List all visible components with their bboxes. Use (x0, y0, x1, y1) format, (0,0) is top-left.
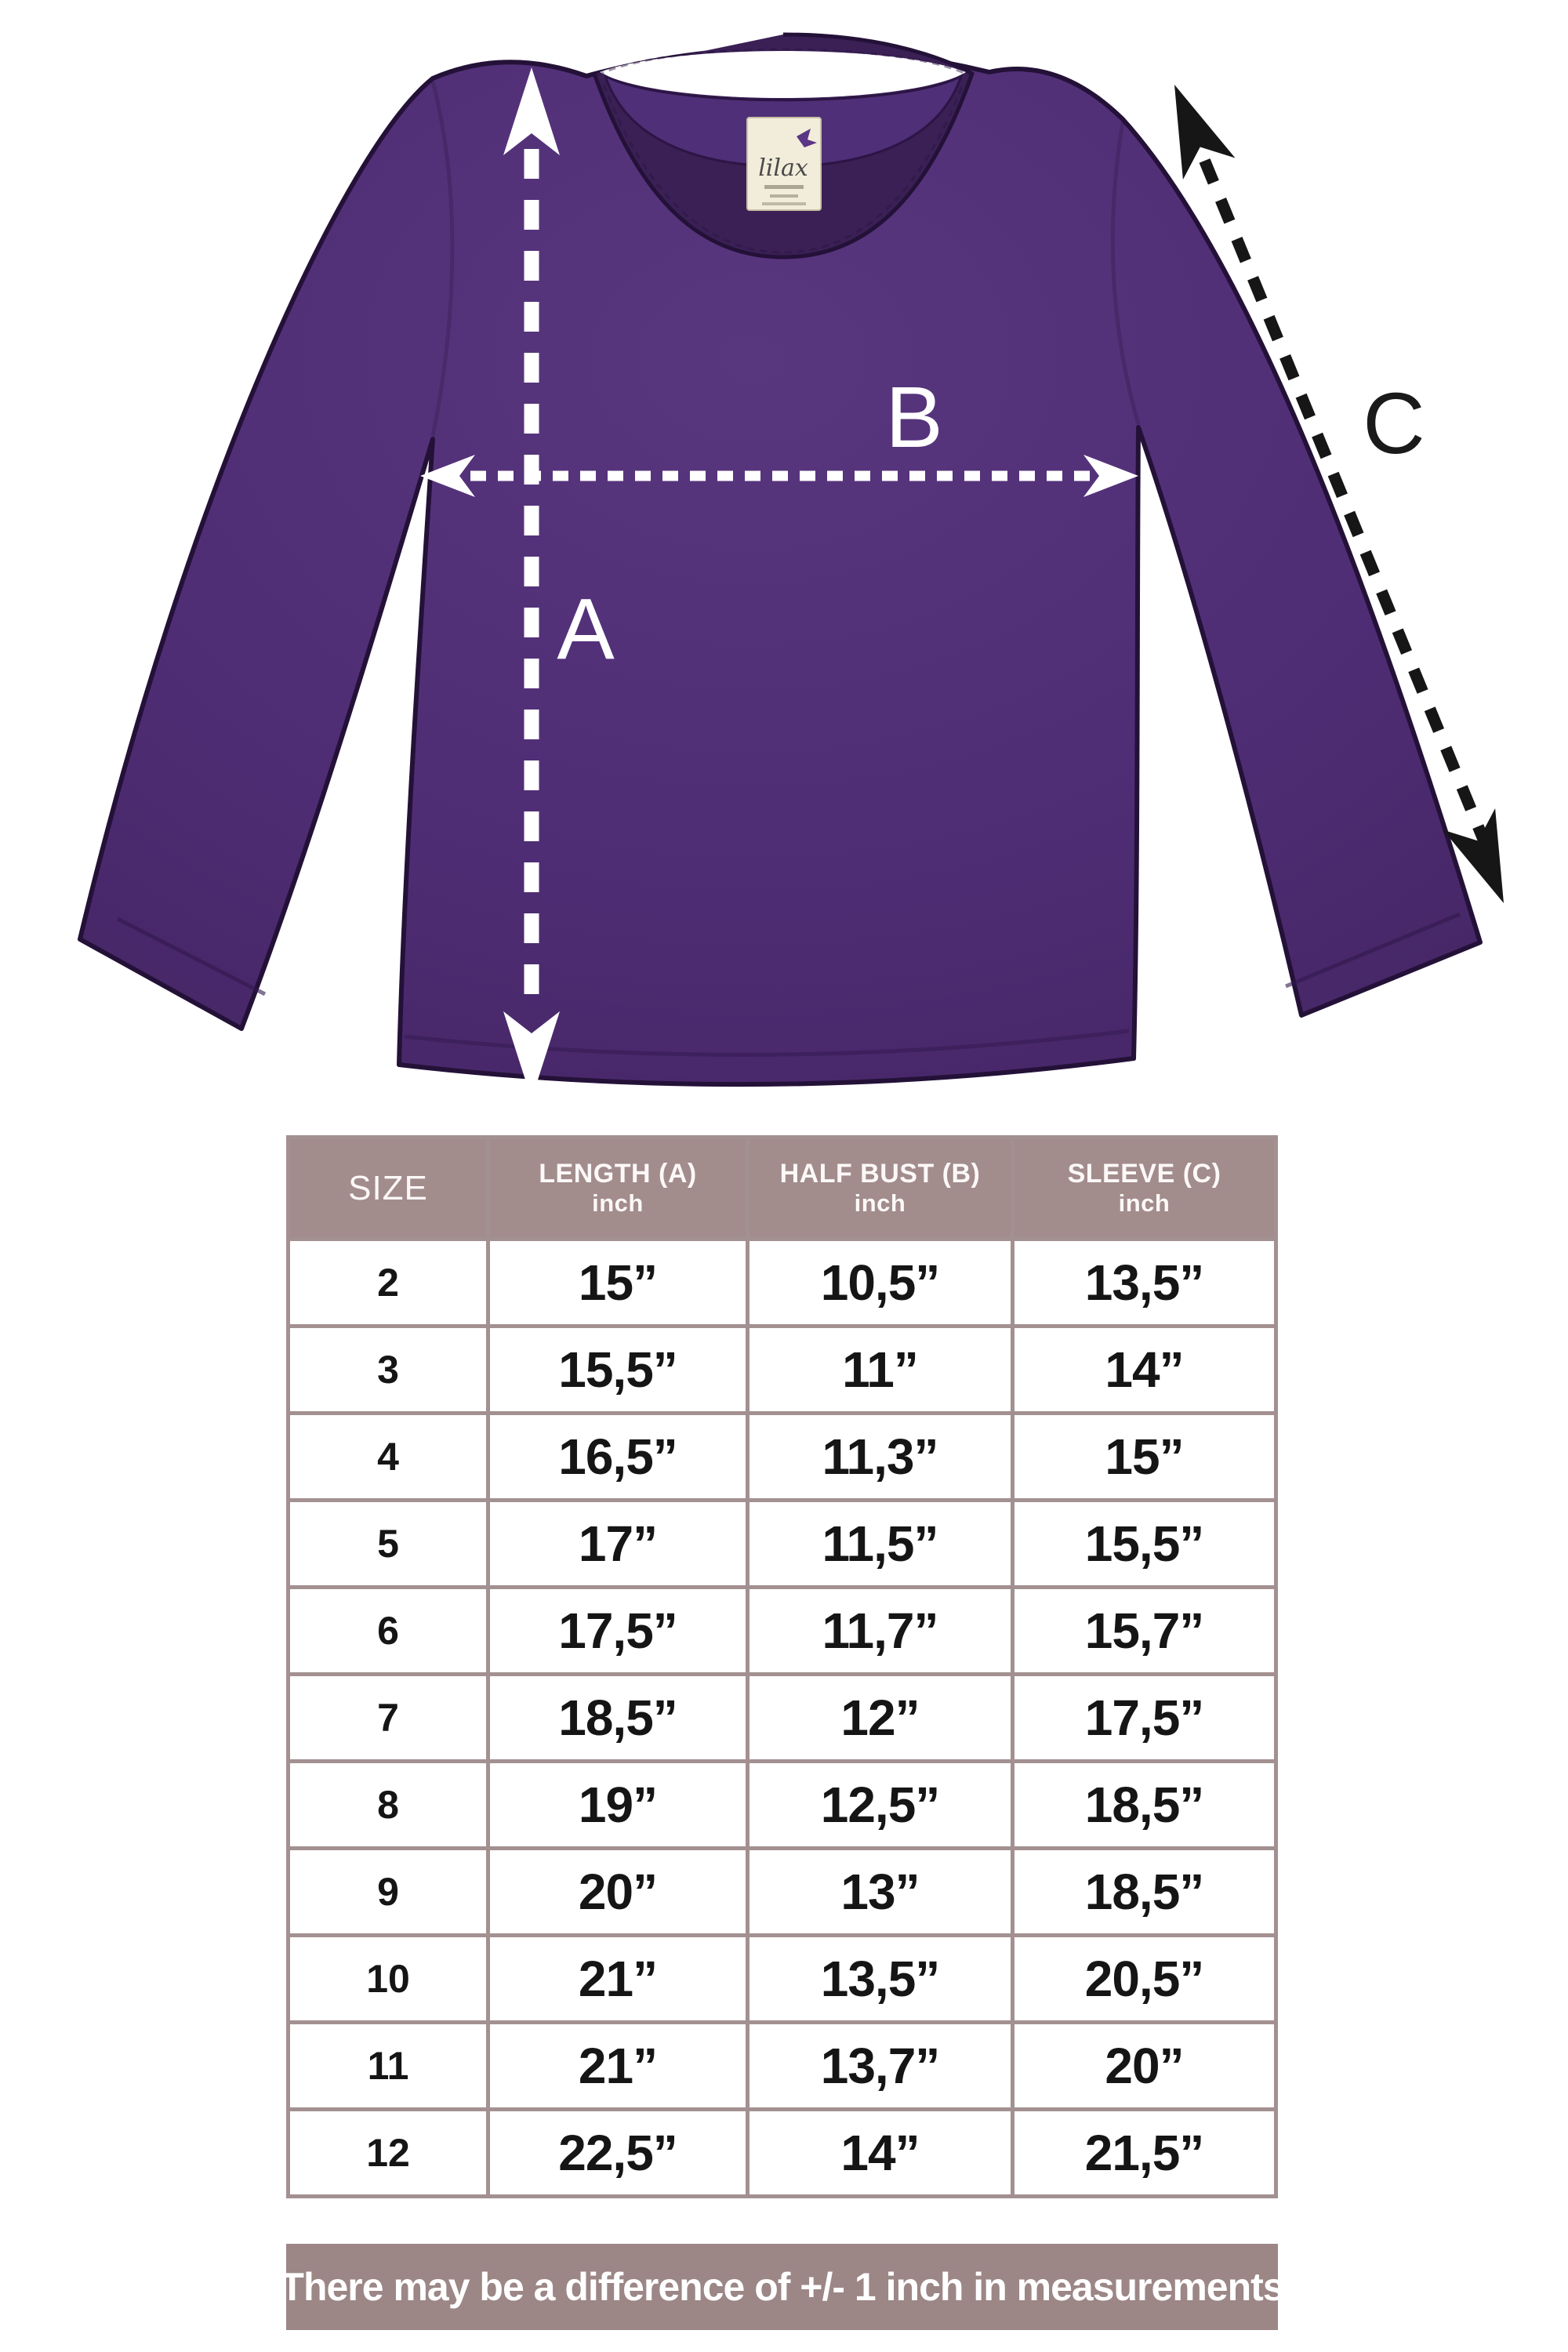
half-bust-cell: 11,3” (750, 1415, 1011, 1498)
brand-bird-icon (797, 129, 817, 147)
size-cell: 12 (290, 2111, 486, 2194)
neck-gap (600, 51, 966, 98)
sleeve-cell: 15,5” (1014, 1502, 1274, 1585)
sleeve-cell: 13,5” (1014, 1241, 1274, 1324)
size-cell: 2 (290, 1241, 486, 1324)
shirt-diagram: lilax A B (0, 0, 1568, 1137)
column-header-size: SIZE (290, 1139, 486, 1237)
arrowhead-right-icon (1083, 455, 1138, 497)
arrowhead-downright-icon (1443, 808, 1504, 903)
brand-tag: lilax (746, 117, 822, 211)
half-bust-cell: 11,7” (750, 1589, 1011, 1672)
size-cell: 4 (290, 1415, 486, 1498)
length-arrow (503, 67, 560, 1099)
half-bust-cell: 13” (750, 1850, 1011, 1933)
left-cuff-seam (116, 916, 267, 996)
half-bust-cell: 14” (750, 2111, 1011, 2194)
arrowhead-down-icon (503, 1011, 560, 1099)
length-cell: 17,5” (490, 1589, 746, 1672)
half-bust-arrow (420, 455, 1138, 497)
right-armhole-seam (1110, 122, 1141, 425)
collar-stitching (602, 84, 964, 254)
length-cell: 18,5” (490, 1676, 746, 1759)
sleeve-cell: 15,7” (1014, 1589, 1274, 1672)
size-cell: 10 (290, 1937, 486, 2020)
sleeve-cell: 14” (1014, 1328, 1274, 1411)
length-cell: 19” (490, 1763, 746, 1846)
arrowhead-left-icon (420, 455, 475, 497)
half-bust-cell: 12” (750, 1676, 1011, 1759)
measurement-tolerance-note: There may be a difference of +/- 1 inch … (280, 2244, 1285, 2330)
column-header-label: SLEEVE (C) (1067, 1159, 1221, 1189)
column-header-label: HALF BUST (B) (779, 1159, 981, 1189)
length-cell: 15” (490, 1241, 746, 1324)
length-cell: 15,5” (490, 1328, 746, 1411)
half-bust-cell: 10,5” (750, 1241, 1011, 1324)
length-cell: 20” (490, 1850, 746, 1933)
sleeve-cell: 17,5” (1014, 1676, 1274, 1759)
sleeve-cell: 18,5” (1014, 1850, 1274, 1933)
half-bust-cell: 12,5” (750, 1763, 1011, 1846)
column-header-sleeve: SLEEVE (C) inch (1014, 1139, 1274, 1237)
size-cell: 8 (290, 1763, 486, 1846)
shirt-body (78, 45, 1483, 1087)
size-cell: 5 (290, 1502, 486, 1585)
column-header-label: LENGTH (A) (539, 1159, 697, 1189)
right-cuff-seam (1285, 912, 1461, 989)
column-header-unit: inch (854, 1189, 906, 1218)
half-bust-cell: 11” (750, 1328, 1011, 1411)
column-header-unit: inch (1118, 1189, 1171, 1218)
half-bust-cell: 11,5” (750, 1502, 1011, 1585)
sleeve-cell: 21,5” (1014, 2111, 1274, 2194)
sleeve-cell: 18,5” (1014, 1763, 1274, 1846)
length-cell: 17” (490, 1502, 746, 1585)
collar-rim-stitching (597, 48, 970, 77)
length-cell: 16,5” (490, 1415, 746, 1498)
size-cell: 7 (290, 1676, 486, 1759)
label-a: A (557, 581, 615, 677)
arrowhead-up-icon (503, 67, 560, 155)
sleeve-cell: 15” (1014, 1415, 1274, 1498)
label-b: B (885, 369, 942, 466)
shirt-figure: lilax A B (78, 32, 1504, 1099)
sleeve-arrow (1174, 85, 1504, 903)
size-cell: 11 (290, 2024, 486, 2107)
half-bust-cell: 13,7” (750, 2024, 1011, 2107)
label-c: C (1363, 376, 1425, 472)
column-header-half-bust: HALF BUST (B) inch (750, 1139, 1011, 1237)
arrowhead-upleft-icon (1174, 85, 1236, 180)
sleeve-cell: 20” (1014, 2024, 1274, 2107)
size-cell: 3 (290, 1328, 486, 1411)
brand-tag-text: lilax (758, 154, 808, 182)
column-header-length: LENGTH (A) inch (490, 1139, 746, 1237)
hem-seam (404, 1029, 1130, 1057)
length-cell: 21” (490, 1937, 746, 2020)
size-cell: 9 (290, 1850, 486, 1933)
left-armhole-seam (430, 81, 455, 437)
length-cell: 21” (490, 2024, 746, 2107)
column-header-unit: inch (592, 1189, 644, 1218)
sleeve-cell: 20,5” (1014, 1937, 1274, 2020)
size-table: SIZE LENGTH (A) inch HALF BUST (B) inch … (286, 1135, 1278, 2198)
length-cell: 22,5” (490, 2111, 746, 2194)
size-cell: 6 (290, 1589, 486, 1672)
half-bust-cell: 13,5” (750, 1937, 1011, 2020)
